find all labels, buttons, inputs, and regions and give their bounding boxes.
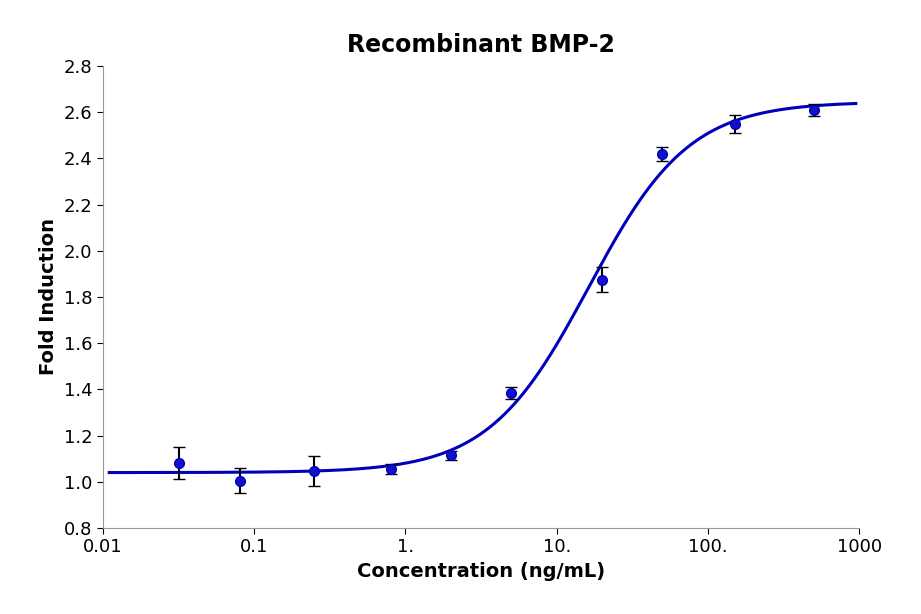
Title: Recombinant BMP-2: Recombinant BMP-2 xyxy=(347,33,615,57)
Y-axis label: Fold Induction: Fold Induction xyxy=(40,219,58,375)
X-axis label: Concentration (ng/mL): Concentration (ng/mL) xyxy=(357,562,605,581)
